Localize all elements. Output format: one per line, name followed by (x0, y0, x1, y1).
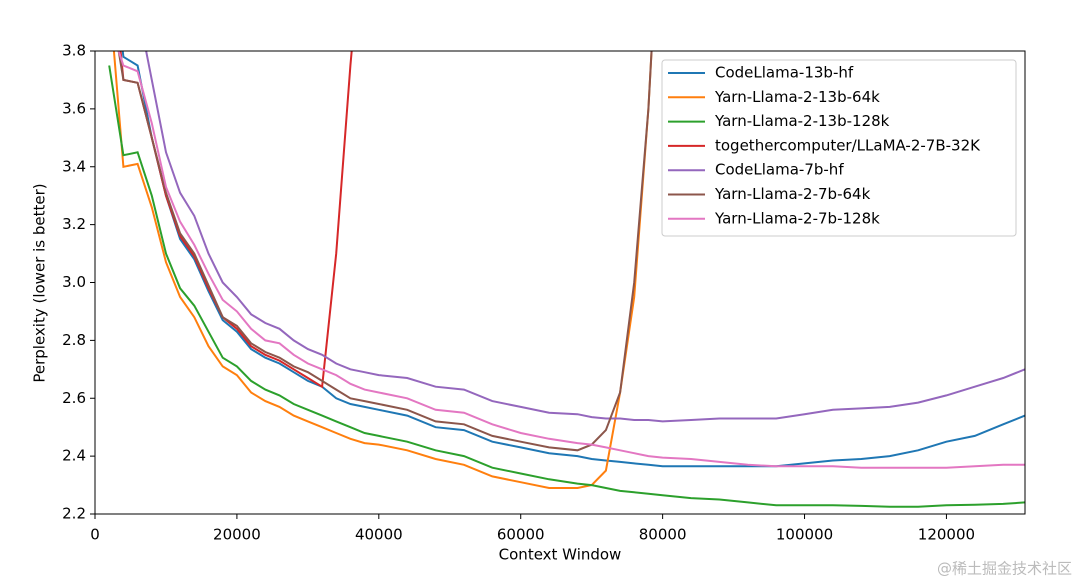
y-tick-label: 3.8 (62, 42, 86, 60)
series-line (117, 51, 653, 452)
y-axis-label: Perplexity (lower is better) (31, 183, 49, 382)
series-line (117, 51, 1025, 469)
plot-frame (94, 50, 1026, 515)
x-tick-label: 40000 (355, 526, 403, 544)
y-tick-label: 3.6 (62, 99, 86, 117)
x-tick-label: 100000 (776, 526, 833, 544)
watermark: @稀土掘金技术社区 (937, 560, 1072, 578)
legend-label: CodeLlama-7b-hf (715, 161, 844, 179)
legend-label: CodeLlama-13b-hf (715, 64, 854, 82)
legend-label: togethercomputer/LLaMA-2-7B-32K (715, 136, 981, 154)
series-line (112, 51, 653, 489)
y-tick-label: 2.8 (62, 331, 86, 349)
legend-label: Yarn-Llama-2-7b-64k (714, 185, 871, 203)
series-line (108, 65, 1025, 508)
series-line (121, 51, 1025, 468)
x-tick-label: 80000 (639, 526, 687, 544)
legend-label: Yarn-Llama-2-7b-128k (714, 209, 880, 227)
y-tick-label: 2.2 (62, 505, 86, 523)
x-tick-label: 0 (90, 526, 100, 544)
legend-label: Yarn-Llama-2-13b-64k (714, 88, 880, 106)
x-axis-label: Context Window (499, 546, 622, 564)
legend-label: Yarn-Llama-2-13b-128k (714, 112, 890, 130)
legend-box (661, 59, 1017, 237)
x-tick-label: 60000 (497, 526, 545, 544)
legend: CodeLlama-13b-hf Yarn-Llama-2-13b-64k Yarn… (661, 59, 1017, 237)
y-tick-label: 3.2 (62, 215, 86, 233)
x-tick-label: 20000 (213, 526, 261, 544)
y-tick-label: 2.6 (62, 389, 86, 407)
plot-lines (108, 51, 1025, 508)
x-tick-label: 120000 (918, 526, 975, 544)
series-line (145, 51, 1025, 423)
y-tick-label: 3.0 (62, 273, 86, 291)
y-tick-label: 3.4 (62, 157, 86, 175)
y-tick-label: 2.4 (62, 447, 86, 465)
